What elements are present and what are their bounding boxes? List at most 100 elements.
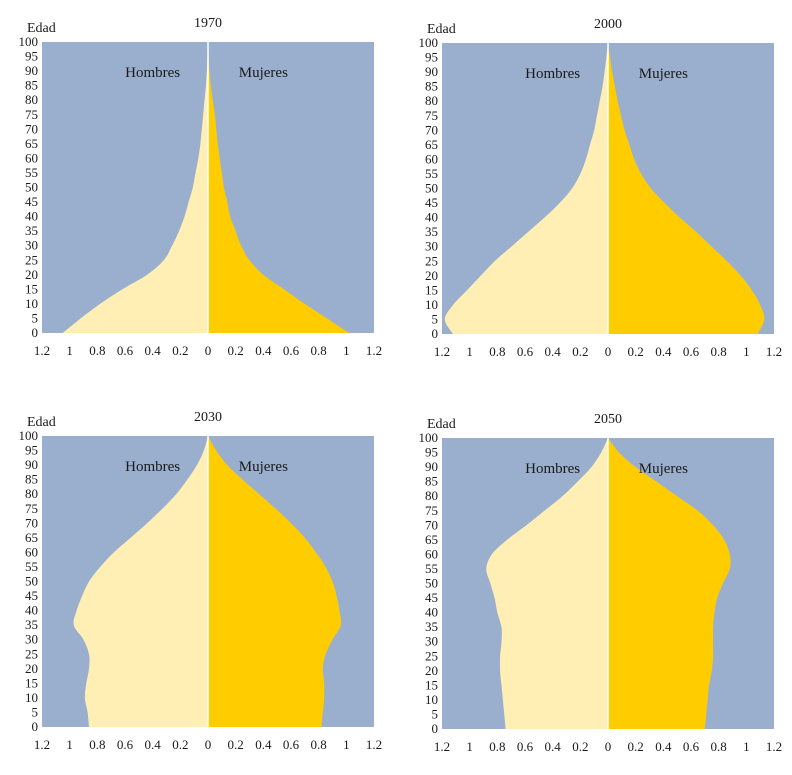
x-tick-label: 0.6 bbox=[117, 737, 134, 752]
men-area bbox=[444, 43, 608, 334]
y-tick-label: 20 bbox=[25, 267, 38, 282]
y-tick-label: 25 bbox=[25, 252, 38, 267]
pyramid-chart-2050: 2050Edad05101520253035404550556065707580… bbox=[419, 412, 783, 754]
y-tick-label: 60 bbox=[25, 150, 38, 165]
y-tick-label: 40 bbox=[25, 209, 38, 224]
y-tick-label: 70 bbox=[425, 122, 438, 137]
x-tick-label: 0.4 bbox=[545, 739, 562, 754]
women-label: Mujeres bbox=[639, 66, 688, 82]
x-tick-label: 1 bbox=[466, 739, 473, 754]
men-label: Hombres bbox=[525, 66, 580, 82]
y-tick-label: 50 bbox=[25, 574, 38, 589]
x-tick-label: 1 bbox=[343, 737, 350, 752]
x-tick-label: 0.6 bbox=[517, 739, 534, 754]
x-tick-label: 1 bbox=[343, 343, 350, 358]
y-tick-label: 60 bbox=[25, 544, 38, 559]
chart-title: 2000 bbox=[594, 17, 622, 32]
y-tick-label: 0 bbox=[432, 721, 439, 736]
y-axis-label: Edad bbox=[427, 417, 456, 432]
women-area bbox=[208, 42, 350, 333]
y-tick-label: 95 bbox=[25, 443, 38, 458]
y-tick-label: 5 bbox=[32, 310, 39, 325]
men-area bbox=[73, 436, 209, 727]
x-tick-label: 1.2 bbox=[34, 737, 50, 752]
pyramid-chart-2030: 2030Edad05101520253035404550556065707580… bbox=[19, 410, 383, 752]
y-tick-label: 15 bbox=[425, 282, 438, 297]
x-tick-label: 0 bbox=[205, 343, 212, 358]
y-tick-label: 90 bbox=[25, 63, 38, 78]
x-tick-label: 1.2 bbox=[366, 343, 382, 358]
y-tick-label: 95 bbox=[25, 49, 38, 64]
y-tick-label: 30 bbox=[25, 238, 38, 253]
y-tick-label: 60 bbox=[425, 546, 438, 561]
y-tick-label: 30 bbox=[25, 632, 38, 647]
x-tick-label: 0 bbox=[205, 737, 212, 752]
y-tick-label: 50 bbox=[425, 181, 438, 196]
y-tick-label: 25 bbox=[425, 253, 438, 268]
y-tick-label: 25 bbox=[25, 646, 38, 661]
x-tick-label: 0.6 bbox=[683, 344, 700, 359]
x-tick-label: 0.8 bbox=[711, 739, 727, 754]
x-tick-label: 0.4 bbox=[145, 737, 162, 752]
y-tick-label: 100 bbox=[19, 428, 39, 443]
y-tick-label: 45 bbox=[25, 194, 38, 209]
y-tick-label: 15 bbox=[25, 675, 38, 690]
x-tick-label: 0.8 bbox=[311, 343, 327, 358]
y-tick-label: 65 bbox=[425, 532, 438, 547]
y-tick-label: 55 bbox=[425, 561, 438, 576]
y-tick-label: 20 bbox=[425, 268, 438, 283]
y-tick-label: 20 bbox=[425, 663, 438, 678]
x-tick-label: 1 bbox=[466, 344, 473, 359]
y-tick-label: 75 bbox=[425, 503, 438, 518]
y-tick-label: 85 bbox=[425, 79, 438, 94]
x-tick-label: 1.2 bbox=[766, 739, 782, 754]
chart-title: 1970 bbox=[194, 16, 222, 31]
x-tick-label: 0.2 bbox=[228, 737, 244, 752]
x-tick-label: 1.2 bbox=[434, 344, 450, 359]
x-tick-label: 0.8 bbox=[489, 344, 505, 359]
x-tick-label: 0.4 bbox=[655, 739, 672, 754]
y-tick-label: 75 bbox=[25, 107, 38, 122]
y-tick-label: 30 bbox=[425, 239, 438, 254]
x-tick-label: 0.8 bbox=[89, 737, 105, 752]
x-tick-label: 0.2 bbox=[172, 343, 188, 358]
y-tick-label: 100 bbox=[19, 34, 39, 49]
y-tick-label: 50 bbox=[25, 180, 38, 195]
men-label: Hombres bbox=[125, 65, 180, 81]
men-label: Hombres bbox=[125, 459, 180, 475]
y-tick-label: 55 bbox=[25, 559, 38, 574]
x-tick-label: 1 bbox=[743, 739, 750, 754]
y-tick-label: 5 bbox=[32, 704, 39, 719]
y-tick-label: 85 bbox=[25, 78, 38, 93]
y-tick-label: 35 bbox=[25, 223, 38, 238]
y-tick-label: 80 bbox=[425, 93, 438, 108]
x-tick-label: 0.8 bbox=[711, 344, 727, 359]
x-tick-label: 0.6 bbox=[517, 344, 534, 359]
y-tick-label: 45 bbox=[425, 590, 438, 605]
y-tick-label: 100 bbox=[419, 430, 439, 445]
y-tick-label: 65 bbox=[425, 137, 438, 152]
x-tick-label: 0.6 bbox=[117, 343, 134, 358]
men-label: Hombres bbox=[525, 461, 580, 477]
y-tick-label: 60 bbox=[425, 151, 438, 166]
x-tick-label: 0.4 bbox=[545, 344, 562, 359]
x-tick-label: 1.2 bbox=[434, 739, 450, 754]
y-tick-label: 95 bbox=[425, 445, 438, 460]
y-tick-label: 100 bbox=[419, 35, 439, 50]
y-tick-label: 70 bbox=[425, 517, 438, 532]
x-tick-label: 0.2 bbox=[572, 739, 588, 754]
y-tick-label: 25 bbox=[425, 648, 438, 663]
y-tick-label: 40 bbox=[425, 210, 438, 225]
y-tick-label: 35 bbox=[25, 617, 38, 632]
y-axis-label: Edad bbox=[27, 21, 56, 36]
y-tick-label: 40 bbox=[25, 603, 38, 618]
x-tick-label: 1 bbox=[66, 737, 73, 752]
women-area bbox=[608, 438, 731, 729]
y-tick-label: 65 bbox=[25, 530, 38, 545]
x-tick-label: 0.4 bbox=[655, 344, 672, 359]
y-tick-label: 90 bbox=[425, 459, 438, 474]
x-tick-label: 0 bbox=[605, 344, 612, 359]
y-tick-label: 0 bbox=[32, 325, 39, 340]
y-tick-label: 5 bbox=[432, 311, 439, 326]
